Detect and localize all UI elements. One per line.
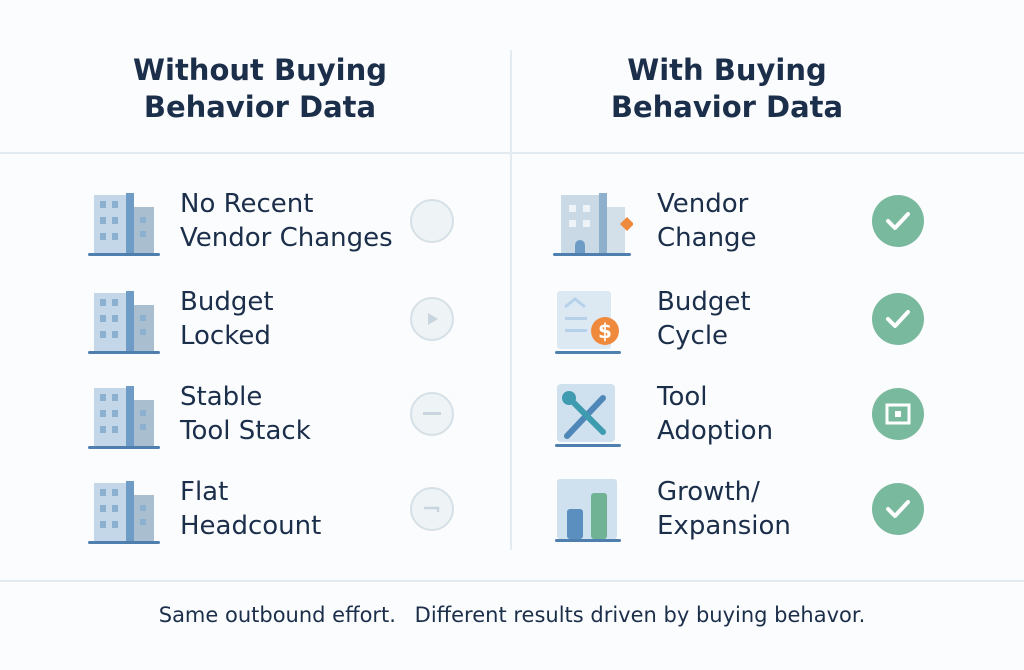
label-line1: No Recent xyxy=(180,189,314,219)
title-line: Without Buying xyxy=(133,53,387,87)
list-item: Growth/Expansion xyxy=(553,475,1013,555)
label-line2: Headcount xyxy=(180,511,322,541)
list-item: Vendor Change xyxy=(553,187,1013,267)
item-label: Growth/Expansion xyxy=(657,475,791,543)
list-item: No Recent Vendor Changes xyxy=(88,187,548,267)
label-line2: Locked xyxy=(180,321,271,351)
label-line2: Tool Stack xyxy=(180,416,311,446)
label-line2: Adoption xyxy=(657,416,774,446)
title-line: With Buying xyxy=(627,53,827,87)
check-icon xyxy=(872,483,924,535)
footer-caption: Same outbound effort. Different results … xyxy=(0,603,1024,627)
label-line2: Change xyxy=(657,223,757,253)
item-label: Flat Headcount xyxy=(180,475,321,543)
svg-text:$: $ xyxy=(598,319,612,343)
label-line1: Stable xyxy=(180,382,263,412)
building-icon xyxy=(88,475,160,551)
building-icon xyxy=(88,380,160,456)
label-line2: Expansion xyxy=(657,511,791,541)
list-item: Budget Locked xyxy=(88,285,548,365)
label-line1: Flat xyxy=(180,477,229,507)
title-line: Behavior Data xyxy=(610,90,844,124)
square-target-icon xyxy=(872,388,924,440)
play-icon xyxy=(410,297,454,341)
title-line: Behavior Data xyxy=(143,90,377,124)
list-item: Tool Adoption xyxy=(553,380,1013,460)
footer-part2: Different results driven by buying behav… xyxy=(414,603,866,627)
item-label: No Recent Vendor Changes xyxy=(180,187,393,255)
list-item: Stable Tool Stack xyxy=(88,380,548,460)
footer-part1: Same outbound effort. xyxy=(158,603,396,627)
budget-dollar-icon: $ xyxy=(553,285,633,361)
column-divider xyxy=(510,50,512,550)
label-line1: Tool xyxy=(657,382,708,412)
item-label: Tool Adoption xyxy=(657,380,773,448)
item-label: Budget Cycle xyxy=(657,285,751,353)
label-line1: Budget xyxy=(180,287,274,317)
footer-divider xyxy=(0,580,1024,582)
label-line2: Vendor Changes xyxy=(180,223,393,253)
right-column-title: With Buying Behavior Data xyxy=(517,52,937,126)
building-icon xyxy=(88,187,160,263)
empty-circle-icon xyxy=(410,199,454,243)
label-line1: Vendor xyxy=(657,189,749,219)
dash-icon xyxy=(410,487,454,531)
header xyxy=(0,0,1024,154)
list-item: $ Budget Cycle xyxy=(553,285,1013,365)
building-icon xyxy=(88,285,160,361)
check-icon xyxy=(872,293,924,345)
tools-icon xyxy=(553,380,633,456)
bar-chart-icon xyxy=(553,475,633,551)
item-label: Stable Tool Stack xyxy=(180,380,311,448)
label-line2: Cycle xyxy=(657,321,729,351)
check-icon xyxy=(872,195,924,247)
left-column-title: Without Buying Behavior Data xyxy=(50,52,470,126)
list-item: Flat Headcount xyxy=(88,475,548,555)
label-line1: Growth/ xyxy=(657,477,760,507)
building-diamond-icon xyxy=(553,187,634,263)
label-line1: Budget xyxy=(657,287,751,317)
item-label: Vendor Change xyxy=(657,187,757,255)
item-label: Budget Locked xyxy=(180,285,274,353)
minus-icon xyxy=(410,392,454,436)
